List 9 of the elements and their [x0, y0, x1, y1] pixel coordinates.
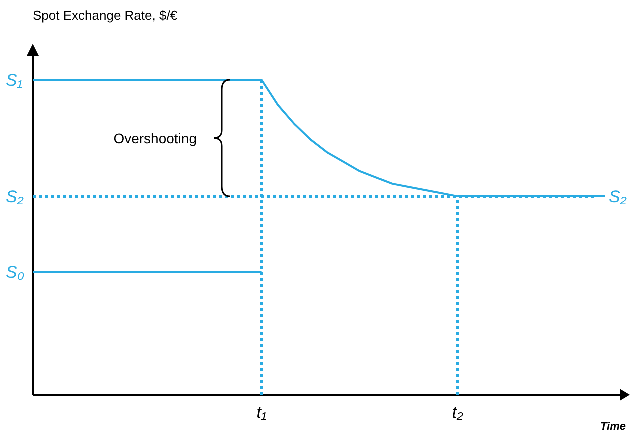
x-tick-label: t₂: [452, 403, 464, 422]
annotation: Overshooting: [114, 130, 197, 146]
y-axis-title: Spot Exchange Rate, $/€: [33, 8, 178, 23]
series-label: S₁: [6, 71, 23, 90]
ref-line-label: S₂: [6, 188, 24, 207]
text: S₂: [609, 188, 628, 207]
x-tick-label: t₁: [256, 403, 267, 422]
series-label: S₀: [6, 263, 25, 282]
x-axis-title: Time: [600, 421, 626, 433]
